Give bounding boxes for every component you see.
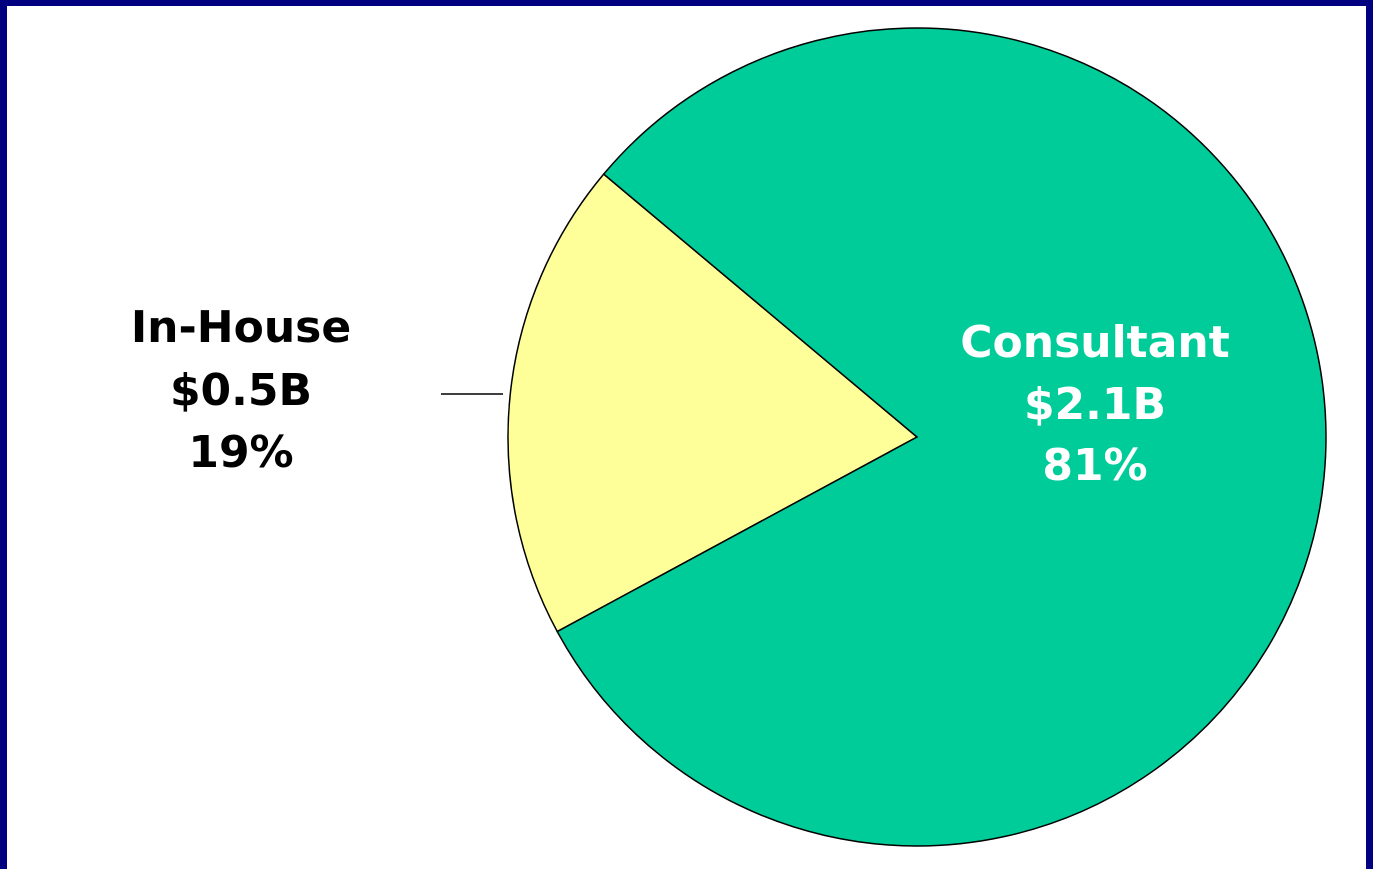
slice-amount: $2.1B [1024,379,1166,430]
pie-slice [507,173,919,633]
slice-amount: $0.5B [170,365,312,416]
slice-percent: 19% [188,427,293,478]
slice-percent: 81% [1042,440,1147,491]
slice-label: In-House [131,302,351,353]
pie-slice [556,27,1327,847]
slice-label: Consultant [960,317,1230,368]
